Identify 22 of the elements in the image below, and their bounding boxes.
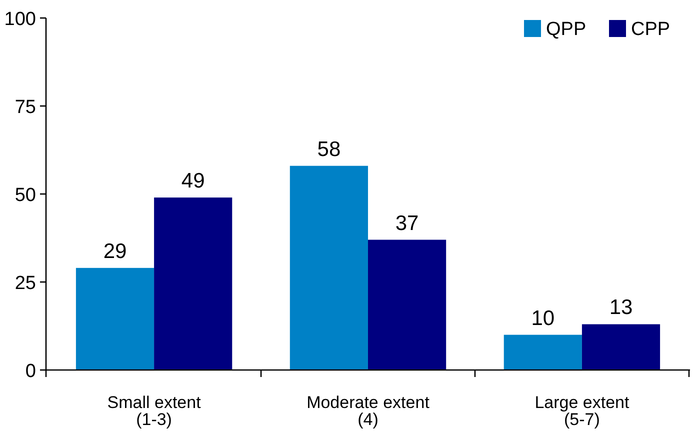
- x-tick-label: Small extent (1-3): [107, 393, 202, 429]
- y-tick-label: 25: [14, 273, 36, 294]
- y-tick-label: 0: [25, 361, 36, 382]
- y-tick-label: 100: [4, 9, 36, 30]
- bar: [504, 334, 582, 370]
- y-tick-label: 50: [14, 185, 36, 206]
- bar: [290, 166, 368, 370]
- legend-label: CPP: [631, 19, 670, 40]
- data-label: 49: [181, 170, 205, 193]
- bar: [76, 268, 154, 370]
- data-label: 13: [609, 296, 633, 320]
- bar: [154, 198, 232, 370]
- bar: [368, 240, 446, 370]
- x-tick-label: Large extent (5-7): [534, 393, 630, 429]
- data-label: 37: [395, 212, 419, 235]
- data-label: 29: [103, 240, 127, 263]
- x-tick-label: Moderate extent (4): [306, 393, 430, 429]
- data-label: 10: [531, 306, 555, 330]
- legend-label: QPP: [546, 19, 586, 40]
- bar: [582, 324, 660, 370]
- data-label: 58: [317, 138, 341, 161]
- y-tick-label: 75: [14, 97, 36, 118]
